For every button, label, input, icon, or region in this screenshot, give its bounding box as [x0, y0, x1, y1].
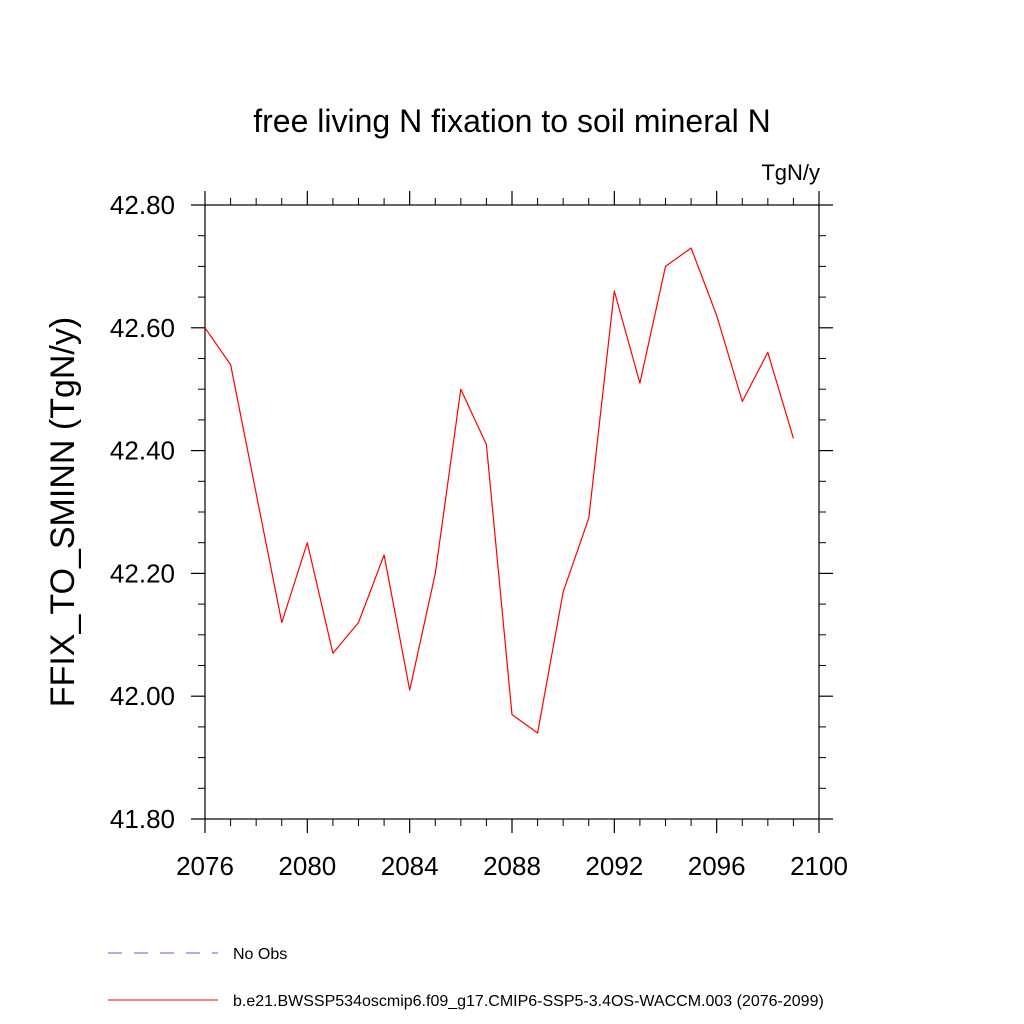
units-label: TgN/y	[761, 160, 820, 185]
x-tick-label: 2100	[790, 851, 848, 881]
legend-label-no-obs: No Obs	[233, 946, 287, 963]
y-tick-label: 41.80	[110, 804, 175, 834]
x-tick-label: 2080	[278, 851, 336, 881]
x-tick-labels: 2076 2080 2084 2088 2092 2096 2100	[176, 851, 848, 881]
chart-title: free living N fixation to soil mineral N	[253, 103, 771, 139]
plot-frame	[204, 204, 820, 820]
x-tick-label: 2088	[483, 851, 541, 881]
x-tick-label: 2076	[176, 851, 234, 881]
axis-ticks	[191, 191, 833, 833]
legend: No Obs b.e21.BWSSP534oscmip6.f09_g17.CMI…	[108, 946, 824, 1010]
y-tick-label: 42.00	[110, 681, 175, 711]
series-group	[204, 247, 794, 734]
y-tick-label: 42.40	[110, 436, 175, 466]
y-axis-label: FFIX_TO_SMINN (TgN/y)	[44, 317, 82, 707]
x-tick-label: 2096	[688, 851, 746, 881]
x-tick-label: 2084	[381, 851, 439, 881]
y-tick-label: 42.80	[110, 190, 175, 220]
y-tick-labels: 42.80 42.60 42.40 42.20 42.00 41.80	[110, 190, 175, 834]
legend-label-series: b.e21.BWSSP534oscmip6.f09_g17.CMIP6-SSP5…	[233, 993, 824, 1010]
series-line-0	[204, 247, 794, 734]
y-tick-label: 42.60	[110, 313, 175, 343]
x-tick-label: 2092	[585, 851, 643, 881]
y-tick-label: 42.20	[110, 558, 175, 588]
